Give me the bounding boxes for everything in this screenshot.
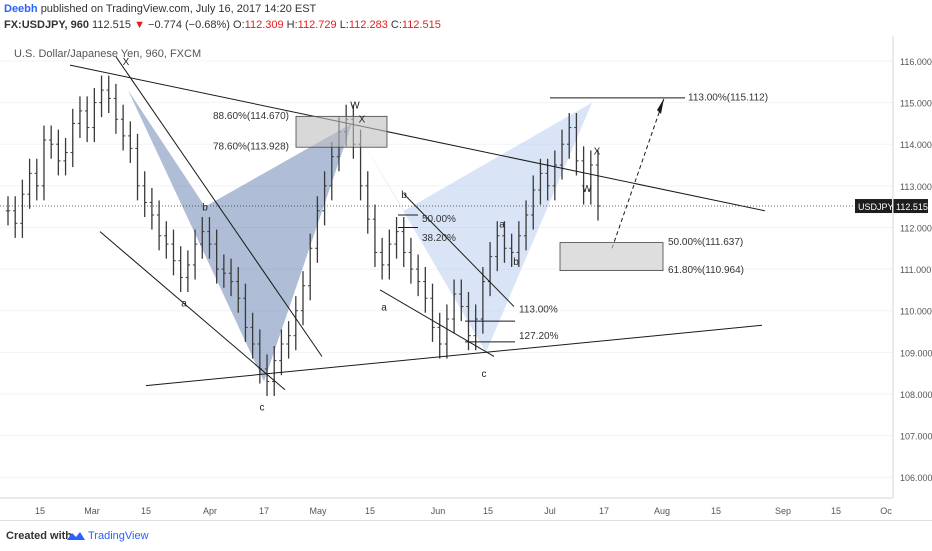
chart-area[interactable]: 88.60%(114.670) 78.60%(113.928) 50.00% 38.2… <box>0 36 932 520</box>
y-tick-label: 111.000 <box>900 265 931 275</box>
pattern-triangle-xab <box>128 90 264 382</box>
point-label: X <box>123 57 130 68</box>
x-tick-label: Jul <box>544 506 556 516</box>
last-price-symbol-badge <box>855 199 892 214</box>
y-tick-label: 110.000 <box>900 307 932 317</box>
x-tick-label: Oc <box>880 506 892 516</box>
low-label: L: <box>339 19 349 31</box>
close-value: 112.515 <box>401 19 441 31</box>
point-label: X <box>594 146 601 157</box>
fib-label: 38.20% <box>422 233 456 244</box>
y-tick-label: 108.000 <box>900 390 932 400</box>
x-tick-label: May <box>309 506 327 516</box>
fib-label: 127.20% <box>519 331 559 342</box>
channel-line-3 <box>379 289 495 357</box>
x-tick-label: 15 <box>831 506 841 516</box>
high-label: H: <box>286 19 298 31</box>
x-tick-label: Mar <box>84 506 100 516</box>
fib-label: 50.00% <box>422 214 456 225</box>
point-label: b <box>513 257 519 268</box>
y-tick-label: 109.000 <box>900 348 932 358</box>
down-arrow-icon: ▼ <box>134 19 145 31</box>
close-label: C: <box>390 19 402 31</box>
point-label: c <box>260 402 265 413</box>
footer: Created with TradingView <box>0 520 932 551</box>
point-label: c <box>482 369 487 380</box>
author-link[interactable]: Deebh <box>4 3 38 15</box>
y-tick-label: 107.000 <box>900 432 932 442</box>
point-label: W <box>582 184 592 195</box>
point-label: b <box>202 203 208 214</box>
x-tick-label: Jun <box>431 506 446 516</box>
low-value: 112.283 <box>348 19 388 31</box>
fib-label: 113.00% <box>519 305 558 316</box>
x-tick-label: 15 <box>483 506 493 516</box>
projection-arrow <box>611 98 665 249</box>
fib-label: 50.00%(111.637) <box>668 237 743 248</box>
point-label: a <box>381 303 387 314</box>
x-tick-label: 17 <box>259 506 269 516</box>
x-tick-label: 15 <box>141 506 151 516</box>
publish-info: Deebh published on TradingView.com, July… <box>4 3 316 15</box>
x-tick-label: Apr <box>203 506 217 516</box>
channel-line-4 <box>403 193 515 307</box>
last-price-symbol: USDJPY <box>858 202 894 212</box>
point-label: a <box>499 219 505 230</box>
x-tick-label: 15 <box>35 506 45 516</box>
projection-arrow-head <box>657 98 664 114</box>
y-tick-label: 114.000 <box>900 140 932 150</box>
trendline-lower <box>145 324 763 387</box>
tradingview-brand[interactable]: TradingView <box>88 530 149 542</box>
high-value: 112.729 <box>297 19 337 31</box>
channel-line-1 <box>99 231 286 391</box>
point-label: W <box>350 100 360 111</box>
publish-text: published on TradingView.com, July 16, 2… <box>40 3 317 15</box>
pattern-triangle-bcw <box>205 123 352 382</box>
symbol-label[interactable]: FX:USDJPY, 960 <box>4 19 89 31</box>
y-tick-label: 116.000 <box>900 57 932 67</box>
ohlc-bar: FX:USDJPY, 960 112.515 ▼ −0.774 (−0.68%)… <box>4 19 441 31</box>
y-tick-label: 113.000 <box>900 182 932 192</box>
y-tick-label: 112.000 <box>900 223 932 233</box>
chart-header: Deebh published on TradingView.com, July… <box>0 0 932 36</box>
open-label: O: <box>233 19 245 31</box>
fib-label: 113.00%(115.112) <box>688 92 768 103</box>
fib-zone-1 <box>295 115 388 148</box>
fib-zone-2 <box>559 242 664 271</box>
tradingview-logo-icon[interactable] <box>66 529 86 543</box>
point-label: a <box>181 298 187 309</box>
fib-label: 61.80%(110.964) <box>668 265 744 276</box>
point-label: b <box>401 190 407 201</box>
point-label: X <box>359 114 366 125</box>
x-tick-label: 15 <box>365 506 375 516</box>
fib-label: 78.60%(113.928) <box>213 141 289 152</box>
y-tick-label: 106.000 <box>900 473 932 483</box>
last-price-value: 112.515 <box>896 202 928 212</box>
trendline-upper <box>69 64 766 212</box>
chart-title: U.S. Dollar/Japanese Yen, 960, FXCM <box>14 48 202 60</box>
last-price-value-badge <box>893 199 928 214</box>
x-tick-label: 17 <box>599 506 609 516</box>
price-chart[interactable]: 88.60%(114.670) 78.60%(113.928) 50.00% 38.2… <box>0 36 932 520</box>
y-tick-label: 115.000 <box>900 99 932 109</box>
x-tick-label: 15 <box>711 506 721 516</box>
channel-line-2 <box>115 56 323 357</box>
open-value: 112.309 <box>244 19 284 31</box>
x-tick-label: Sep <box>775 506 791 516</box>
last-price: 112.515 <box>92 19 131 31</box>
price-change: −0.774 (−0.68%) <box>148 19 230 31</box>
x-tick-label: Aug <box>654 506 670 516</box>
created-with-label: Created with <box>6 530 73 542</box>
fib-label: 88.60%(114.670) <box>213 111 289 122</box>
